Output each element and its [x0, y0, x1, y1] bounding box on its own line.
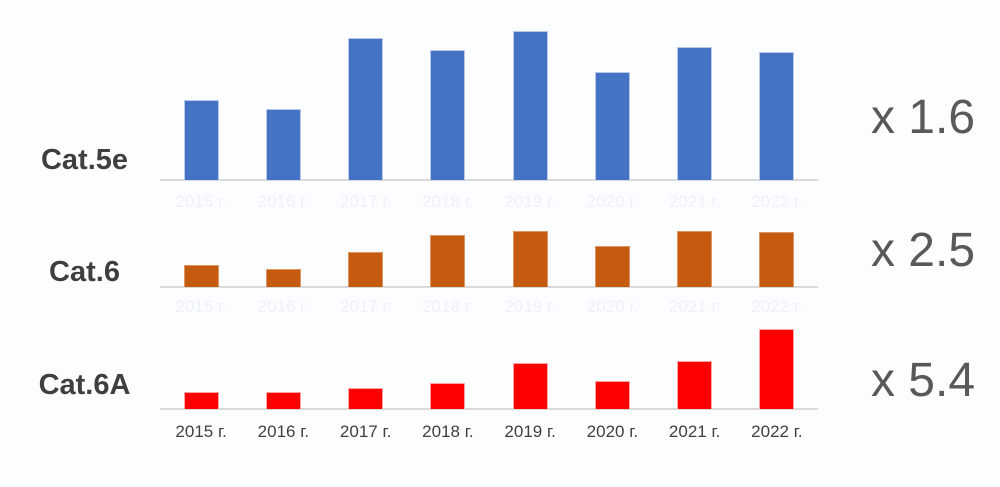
axis-line-cat6: [160, 286, 818, 288]
bar-cat6-2020: [594, 246, 630, 287]
bar-cat5e-2019: [512, 31, 548, 180]
bar-cat5e-2022: [759, 52, 795, 180]
bar-cell: [489, 30, 571, 180]
bar-cat6-2017: [348, 252, 384, 287]
growth-multiplier-cat6a: x 5.4: [870, 354, 976, 407]
bar-cat5e-2017: [348, 38, 384, 180]
bar-cell: [654, 30, 736, 180]
axis-line-cat6a: [160, 408, 818, 410]
axis-line-cat5e: [160, 179, 818, 181]
year-label-ghost: 2019 г.: [504, 297, 556, 316]
year-label: 2019 г.: [504, 422, 556, 441]
bar-cat6-2016: [265, 269, 301, 287]
year-label-ghost: 2022 г.: [751, 297, 803, 316]
bar-cell: [407, 227, 489, 287]
year-label-ghost: 2015 г.: [175, 192, 227, 211]
year-label-ghost: 2016 г.: [257, 297, 310, 316]
bar-cat6-2018: [430, 235, 466, 287]
bar-cat6-2021: [677, 231, 713, 287]
bar-cat5e-2016: [265, 109, 301, 180]
bar-cell: [654, 227, 736, 287]
bar-cat5e-2015: [183, 100, 219, 180]
year-labels-ghost-cat5e: 2015 г. 2016 г. 2017 г. 2018 г. 2019 г. 2020 …: [160, 192, 818, 212]
bar-cell: [736, 329, 818, 409]
bar-cell: [654, 329, 736, 409]
bar-row-cat6a: [160, 329, 818, 409]
bar-cell: [242, 30, 324, 180]
bar-cat6a-2015: [183, 392, 219, 409]
bar-cell: [489, 227, 571, 287]
bar-cell: [325, 227, 407, 287]
bar-cell: [325, 329, 407, 409]
bar-cell: [160, 227, 242, 287]
bar-cell: [736, 227, 818, 287]
bar-cell: [736, 30, 818, 180]
year-label-ghost: 2022 г.: [751, 192, 803, 211]
bar-cell: [571, 227, 653, 287]
bar-cell: [571, 30, 653, 180]
bar-cell: [160, 30, 242, 180]
year-label: 2018 г.: [422, 422, 474, 441]
bar-row-cat6: [160, 227, 818, 287]
bar-cell: [571, 329, 653, 409]
year-axis-labels: 2015 г. 2016 г. 2017 г. 2018 г. 2019 г. 2020 …: [160, 422, 818, 442]
year-label-ghost: 2016 г.: [257, 192, 310, 211]
bar-cell: [242, 227, 324, 287]
year-label: 2015 г.: [175, 422, 227, 441]
bar-cat6-2022: [759, 232, 795, 287]
row-label-cat6: Cat.6: [49, 256, 120, 288]
year-label-ghost: 2020 г.: [586, 192, 639, 211]
bar-cat6a-2020: [594, 381, 630, 409]
bar-cat5e-2021: [677, 47, 713, 180]
bar-cat6a-2016: [265, 392, 301, 409]
bar-cat6a-2018: [430, 383, 466, 409]
year-label-ghost: 2019 г.: [504, 192, 556, 211]
year-label: 2016 г.: [257, 422, 310, 441]
bar-row-cat5e: [160, 30, 818, 180]
year-label: 2022 г.: [751, 422, 803, 441]
bar-cat5e-2018: [430, 50, 466, 180]
year-label-ghost: 2021 г.: [668, 192, 721, 211]
year-label-ghost: 2018 г.: [422, 192, 474, 211]
bar-cat6-2019: [512, 231, 548, 287]
row-label-cat6a: Cat.6A: [38, 369, 131, 401]
year-label-ghost: 2020 г.: [586, 297, 639, 316]
year-label: 2021 г.: [668, 422, 721, 441]
growth-multiplier-cat5e: x 1.6: [870, 91, 976, 144]
year-labels-ghost-cat6: 2015 г. 2016 г. 2017 г. 2018 г. 2019 г. 2020 …: [160, 297, 818, 317]
bar-cell: [325, 30, 407, 180]
bar-cat6a-2017: [348, 388, 384, 409]
bar-cell: [489, 329, 571, 409]
growth-multiplier-cat6: x 2.5: [870, 224, 976, 277]
bar-cat5e-2020: [594, 72, 630, 180]
year-label-ghost: 2015 г.: [175, 297, 227, 316]
year-label-ghost: 2021 г.: [668, 297, 721, 316]
year-label-ghost: 2017 г.: [339, 297, 392, 316]
bar-cell: [407, 30, 489, 180]
year-label-ghost: 2018 г.: [422, 297, 474, 316]
bar-cat6-2015: [183, 265, 219, 287]
bar-cat6a-2021: [677, 361, 713, 409]
bar-cat6a-2022: [759, 329, 795, 409]
bar-cell: [407, 329, 489, 409]
row-label-cat5e: Cat.5e: [40, 144, 129, 176]
year-label-ghost: 2017 г.: [339, 192, 392, 211]
year-label: 2020 г.: [586, 422, 639, 441]
bar-cell: [160, 329, 242, 409]
bar-cat6a-2019: [512, 363, 548, 409]
bar-cell: [242, 329, 324, 409]
year-label: 2017 г.: [339, 422, 392, 441]
